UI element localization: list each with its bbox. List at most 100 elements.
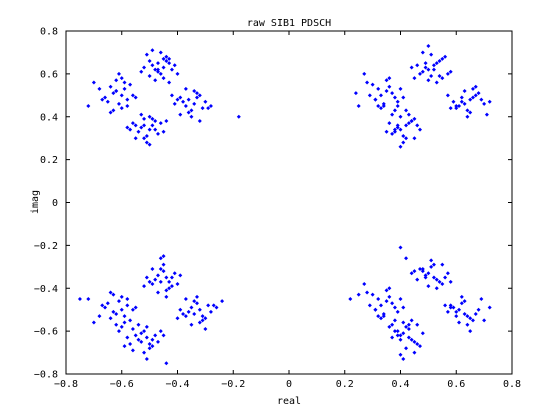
data-point bbox=[420, 269, 425, 274]
data-point bbox=[186, 110, 191, 115]
data-point bbox=[169, 284, 174, 289]
data-point bbox=[398, 114, 403, 119]
data-point bbox=[147, 341, 152, 346]
data-point bbox=[178, 95, 183, 100]
data-point bbox=[473, 311, 478, 316]
data-point bbox=[195, 95, 200, 100]
data-point bbox=[150, 266, 155, 271]
data-point bbox=[119, 307, 124, 312]
x-tick-label: −0.2 bbox=[221, 379, 245, 390]
data-point bbox=[434, 286, 439, 291]
data-point bbox=[378, 106, 383, 111]
data-point bbox=[457, 320, 462, 325]
data-point bbox=[139, 69, 144, 74]
data-point bbox=[130, 121, 135, 126]
data-point bbox=[398, 352, 403, 357]
data-point bbox=[108, 110, 113, 115]
data-point bbox=[401, 356, 406, 361]
data-point bbox=[122, 80, 127, 85]
data-point bbox=[195, 294, 200, 299]
data-point bbox=[136, 322, 141, 327]
data-point bbox=[192, 311, 197, 316]
data-point bbox=[415, 123, 420, 128]
data-point bbox=[420, 331, 425, 336]
data-point bbox=[153, 67, 158, 72]
data-point bbox=[398, 127, 403, 132]
data-point bbox=[142, 123, 147, 128]
data-point bbox=[164, 59, 169, 64]
data-point bbox=[412, 116, 417, 121]
data-point bbox=[448, 69, 453, 74]
data-point bbox=[426, 284, 431, 289]
data-point bbox=[164, 54, 169, 59]
data-point bbox=[420, 50, 425, 55]
data-point bbox=[197, 119, 202, 124]
data-point bbox=[470, 86, 475, 91]
data-point bbox=[114, 311, 119, 316]
data-point bbox=[387, 84, 392, 89]
data-point bbox=[236, 114, 241, 119]
data-point bbox=[119, 76, 124, 81]
data-point bbox=[454, 309, 459, 314]
data-point bbox=[362, 281, 367, 286]
data-point bbox=[161, 333, 166, 338]
data-point bbox=[128, 127, 133, 132]
data-point bbox=[116, 101, 121, 106]
data-point bbox=[426, 271, 431, 276]
data-point bbox=[164, 119, 169, 124]
data-point bbox=[451, 305, 456, 310]
data-point bbox=[381, 101, 386, 106]
data-point bbox=[401, 331, 406, 336]
data-point bbox=[420, 69, 425, 74]
data-point bbox=[462, 311, 467, 316]
data-point bbox=[412, 339, 417, 344]
data-point bbox=[367, 93, 372, 98]
data-point bbox=[390, 91, 395, 96]
data-point bbox=[390, 301, 395, 306]
data-point bbox=[161, 65, 166, 70]
data-point bbox=[195, 301, 200, 306]
data-point bbox=[376, 314, 381, 319]
data-point bbox=[116, 299, 121, 304]
data-point bbox=[125, 97, 130, 102]
y-tick-label: 0.8 bbox=[40, 27, 58, 38]
data-point bbox=[111, 91, 116, 96]
data-point bbox=[423, 65, 428, 70]
data-point bbox=[365, 80, 370, 85]
data-point bbox=[473, 93, 478, 98]
x-tick-label: 0 bbox=[286, 379, 292, 390]
data-point bbox=[155, 69, 160, 74]
axis-ticks: −0.8 −0.6 −0.4 −0.2 0 0.2 0.4 0.6 0.8 −0.8 −0.6 −0.… bbox=[34, 27, 521, 391]
data-point bbox=[100, 303, 105, 308]
data-point bbox=[155, 67, 160, 72]
data-point bbox=[401, 320, 406, 325]
x-tick-label: 0.8 bbox=[503, 379, 521, 390]
data-point bbox=[175, 71, 180, 76]
data-point bbox=[158, 256, 163, 261]
data-point bbox=[409, 65, 414, 70]
data-point bbox=[142, 65, 147, 70]
data-point bbox=[387, 286, 392, 291]
data-point bbox=[415, 63, 420, 68]
chart-title: raw SIB1 PDSCH bbox=[247, 18, 331, 29]
data-point bbox=[111, 108, 116, 113]
data-point bbox=[144, 335, 149, 340]
data-point bbox=[395, 309, 400, 314]
data-point bbox=[406, 112, 411, 117]
y-tick-label: −0.8 bbox=[34, 370, 58, 381]
data-point bbox=[86, 104, 91, 109]
data-point bbox=[128, 82, 133, 87]
data-point bbox=[91, 320, 96, 325]
y-tick-label: 0.6 bbox=[40, 69, 58, 80]
data-point bbox=[482, 101, 487, 106]
data-point bbox=[420, 266, 425, 271]
data-point bbox=[142, 284, 147, 289]
data-point bbox=[130, 307, 135, 312]
data-point bbox=[108, 316, 113, 321]
data-point bbox=[401, 134, 406, 139]
data-point bbox=[169, 275, 174, 280]
data-point bbox=[473, 84, 478, 89]
data-point bbox=[139, 331, 144, 336]
data-point bbox=[370, 82, 375, 87]
data-point bbox=[142, 329, 147, 334]
